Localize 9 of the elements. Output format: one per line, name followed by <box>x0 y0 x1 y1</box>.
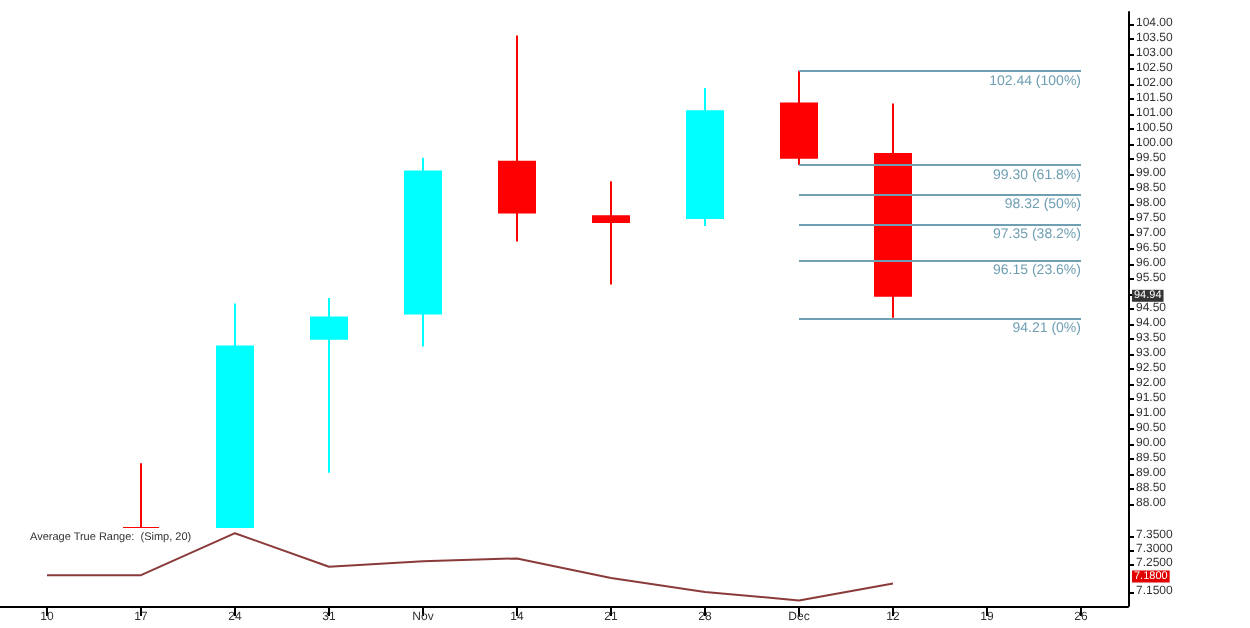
candlestick <box>780 69 818 166</box>
candlestick <box>592 180 630 286</box>
candlestick <box>404 156 442 348</box>
candlestick <box>310 296 348 474</box>
candlestick <box>216 302 254 528</box>
candlestick <box>874 102 912 319</box>
candlestick <box>686 86 724 227</box>
candlestick <box>122 462 160 528</box>
candlestick <box>498 34 536 243</box>
